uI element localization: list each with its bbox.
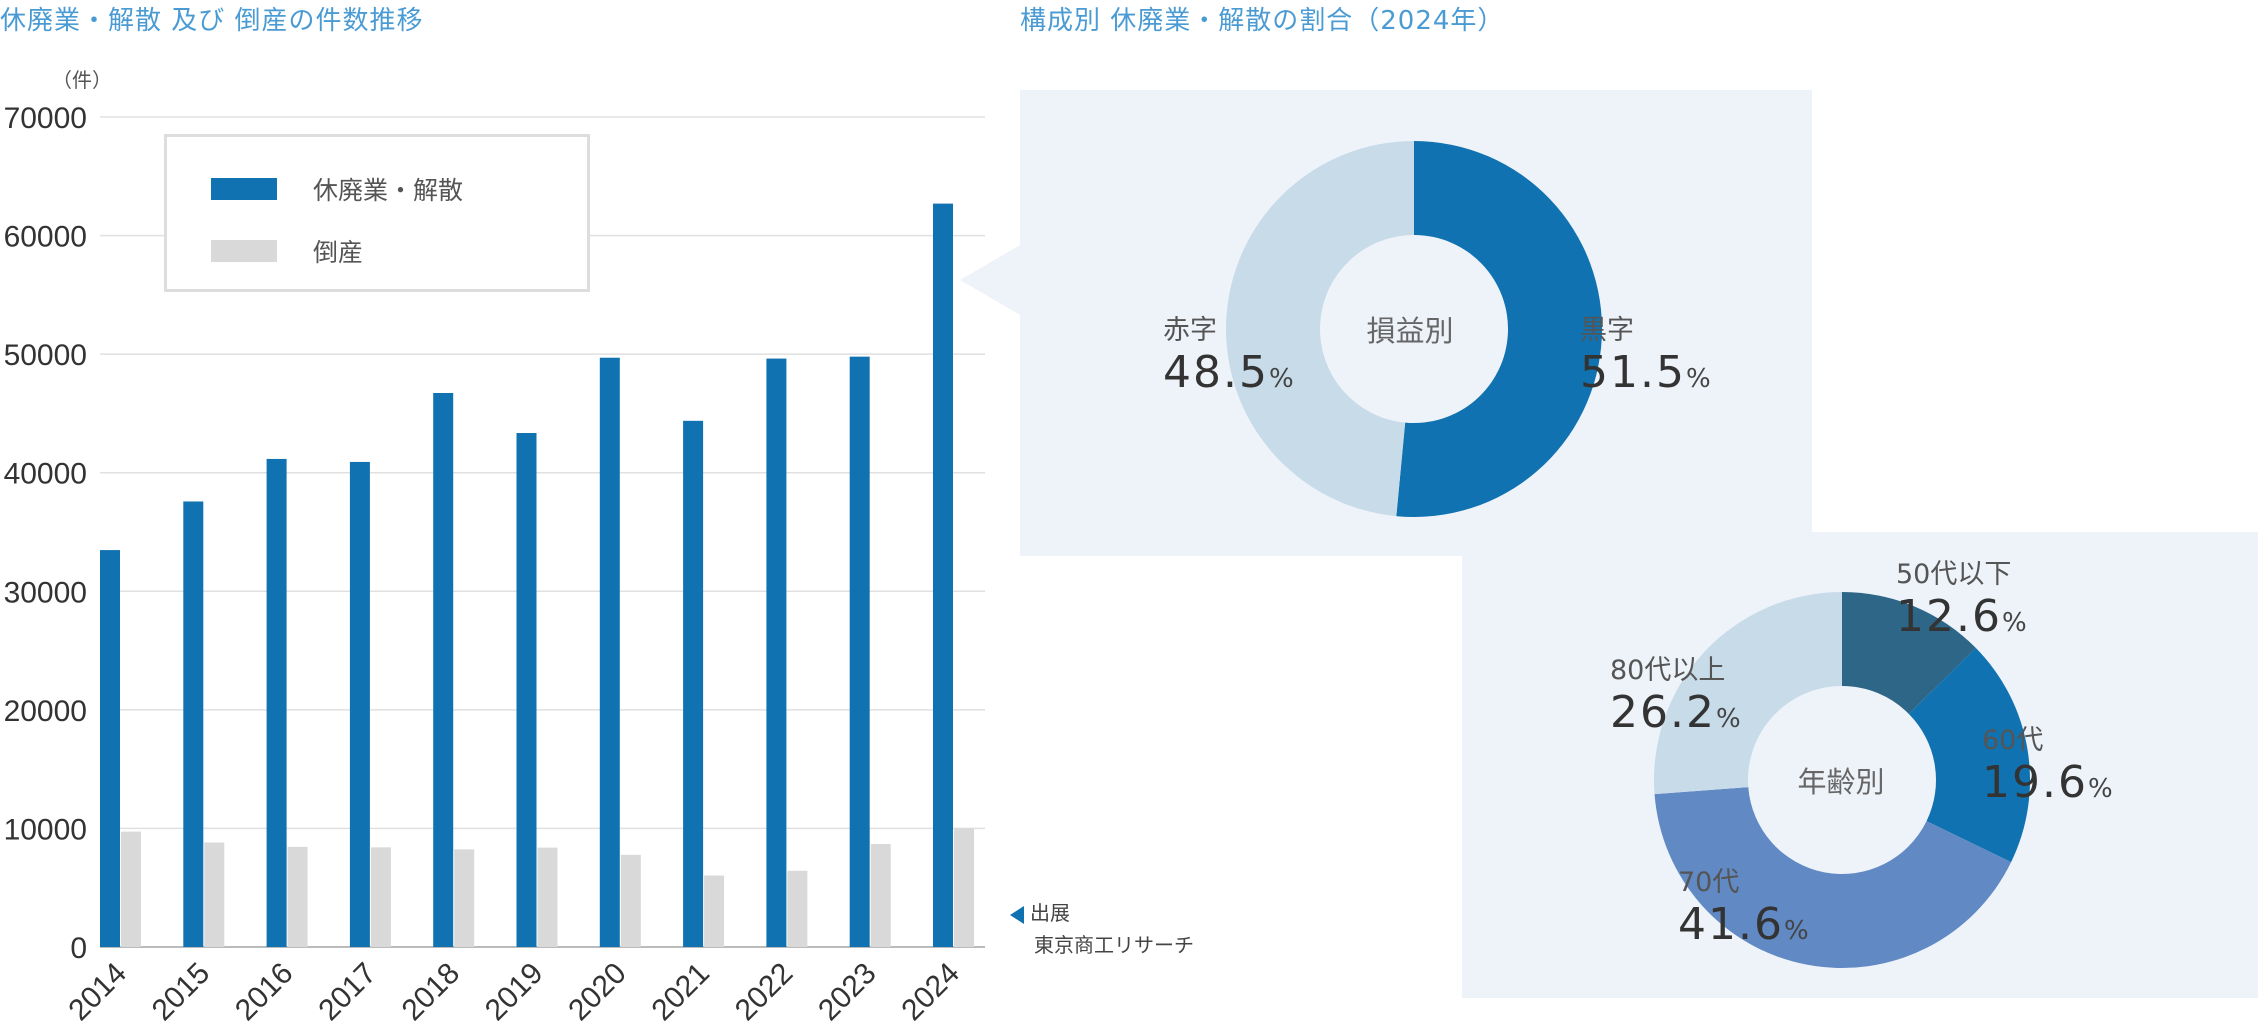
bar-bankruptcy-2021 (704, 875, 725, 947)
bar-chart-title: 休廃業・解散 及び 倒産の件数推移 (0, 6, 424, 36)
legend-label-bankruptcy: 倒産 (313, 238, 364, 267)
y-tick-label: 40000 (4, 458, 87, 491)
slice-percent: 48.5 (1163, 347, 1269, 398)
profit-donut-center-label: 損益別 (1366, 314, 1454, 348)
y-axis-unit: （件） (52, 68, 112, 92)
age-donut-center-label: 年齢別 (1797, 765, 1885, 799)
y-tick-label: 30000 (4, 576, 87, 609)
slice-unit: % (1715, 704, 1741, 734)
source-name: 東京商工リサーチ (1034, 933, 1194, 957)
legend-label-closures: 休廃業・解散 (313, 176, 464, 205)
slice-name: 80代以上 (1610, 655, 1726, 686)
bars (100, 203, 974, 948)
slice-unit: % (1685, 364, 1711, 394)
bar-closures-2020 (599, 357, 620, 947)
bar-closures-2017 (349, 461, 370, 947)
bar-bankruptcy-2017 (370, 847, 391, 947)
y-tick-label: 20000 (4, 695, 87, 728)
bar-bankruptcy-2024 (954, 828, 974, 947)
slice-percent: 26.2 (1610, 687, 1716, 738)
bar-bankruptcy-2015 (204, 842, 225, 947)
bar-bankruptcy-2023 (870, 843, 891, 947)
source-note: 出展 東京商工リサーチ (1010, 897, 1194, 961)
donut-slice-2 (1654, 787, 2012, 968)
bar-bankruptcy-2020 (620, 854, 641, 947)
triangle-icon (1010, 905, 1024, 924)
slice-label-red: 赤字 48.5% (1163, 308, 1294, 398)
bar-closures-2021 (683, 420, 704, 948)
bar-closures-2022 (766, 358, 787, 947)
y-axis-ticks: 0 10000 20000 30000 40000 50000 60000 70000 (4, 102, 87, 965)
slice-name: 60代 (1982, 725, 2044, 756)
slice-percent: 19.6 (1982, 757, 2088, 808)
slice-label-black: 黒字 51.5% (1580, 308, 1711, 398)
donut-section-title: 構成別 休廃業・解散の割合（2024年） (1020, 6, 1505, 36)
donut-slice-1 (1908, 647, 2030, 863)
source-label: 出展 (1030, 901, 1070, 925)
legend-item-bankruptcy: 倒産 (211, 235, 363, 267)
bar-bankruptcy-2019 (537, 847, 558, 947)
slice-unit: % (2001, 608, 2027, 638)
bar-bankruptcy-2016 (287, 846, 308, 947)
slice-label-50s-under: 50代以下 12.6% (1896, 552, 2027, 642)
slice-label-60s: 60代 19.6% (1982, 718, 2113, 808)
slice-name: 黒字 (1580, 315, 1634, 346)
slice-label-80s-over: 80代以上 26.2% (1610, 648, 1741, 738)
bar-closures-2024 (933, 203, 953, 947)
legend-item-closures: 休廃業・解散 (211, 173, 463, 205)
y-tick-label: 50000 (4, 339, 87, 372)
slice-name: 70代 (1678, 867, 1740, 898)
slice-percent: 41.6 (1678, 899, 1784, 950)
callout-pointer (960, 245, 1020, 315)
y-tick-label: 60000 (4, 221, 87, 254)
legend: 休廃業・解散 倒産 (164, 134, 590, 292)
slice-percent: 51.5 (1580, 347, 1686, 398)
slice-percent: 12.6 (1896, 591, 2002, 642)
bar-closures-2016 (266, 458, 287, 947)
donut-slice-1 (1225, 141, 1414, 517)
slice-unit: % (1783, 916, 1809, 946)
y-tick-label: 10000 (4, 813, 87, 846)
slice-name: 50代以下 (1896, 559, 2012, 590)
bar-closures-2015 (183, 501, 204, 947)
bar-closures-2023 (849, 356, 870, 947)
bar-bankruptcy-2014 (121, 831, 141, 947)
legend-swatch-closures (211, 178, 277, 200)
slice-unit: % (1268, 364, 1294, 394)
slice-unit: % (2087, 774, 2113, 804)
slice-label-70s: 70代 41.6% (1678, 860, 1809, 950)
donut-slice-3 (1654, 592, 1843, 795)
bar-closures-2014 (100, 550, 120, 947)
bar-bankruptcy-2018 (454, 849, 475, 947)
y-tick-label: 70000 (4, 102, 87, 135)
slice-name: 赤字 (1163, 315, 1217, 346)
y-tick-label: 0 (70, 932, 87, 965)
bar-closures-2019 (516, 433, 537, 947)
bar-closures-2018 (433, 392, 454, 948)
donut-slice-0 (1842, 592, 1976, 714)
bar-bankruptcy-2022 (787, 870, 808, 947)
donut-slice-0 (1396, 141, 1602, 517)
legend-swatch-bankruptcy (211, 240, 277, 262)
